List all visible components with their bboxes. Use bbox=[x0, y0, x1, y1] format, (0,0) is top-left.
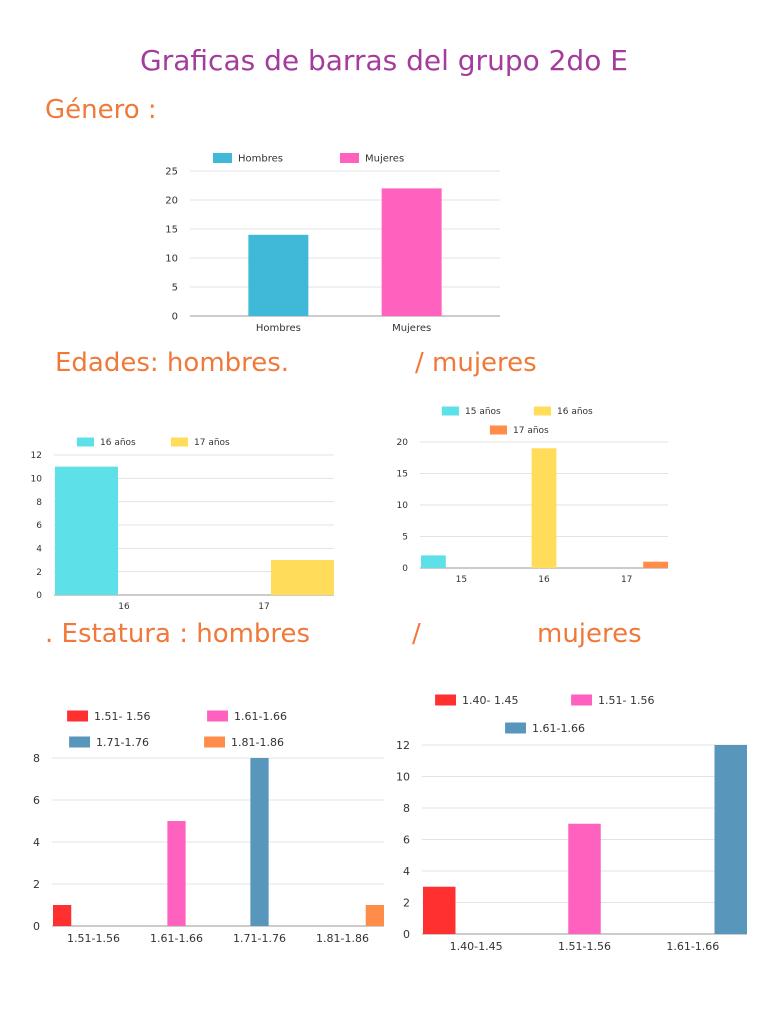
bar bbox=[365, 905, 384, 926]
x-tick-label: 15 bbox=[456, 575, 467, 585]
x-tick-label: 17 bbox=[258, 602, 269, 612]
legend-label: 1.61-1.66 bbox=[532, 722, 585, 735]
y-tick-label: 8 bbox=[33, 752, 40, 765]
x-tick-label: 1.61-1.66 bbox=[666, 940, 719, 953]
legend-swatch bbox=[571, 694, 592, 706]
y-tick-label: 0 bbox=[36, 591, 42, 601]
chart-estatura-mujeres: 0 2 4 6 8 10 12 1.40-1.45 1.51-1.56 1.61-1.66 1.40… bbox=[396, 694, 747, 953]
legend-label: 15 años bbox=[465, 407, 501, 417]
y-tick-label: 10 bbox=[396, 770, 410, 783]
heading-estatura-mujeres: mujeres bbox=[537, 619, 642, 649]
legend-swatch bbox=[533, 406, 551, 416]
legend-swatch bbox=[441, 406, 459, 416]
bar bbox=[53, 905, 72, 926]
bar bbox=[250, 758, 269, 926]
y-tick-label: 25 bbox=[165, 167, 178, 178]
legend-label: 17 años bbox=[513, 426, 549, 436]
x-tick-label: 1.81-1.86 bbox=[316, 932, 369, 945]
chart-estatura-hombres: 0 2 4 6 8 1.51-1.56 1.61-1.66 1.71-1.76 1.81-1.8… bbox=[33, 710, 384, 945]
legend-label: 16 años bbox=[557, 407, 593, 417]
legend-swatch bbox=[69, 736, 90, 748]
legend-label: 1.71-1.76 bbox=[96, 736, 149, 749]
y-tick-label: 6 bbox=[33, 794, 40, 807]
y-tick-label: 8 bbox=[36, 498, 42, 508]
y-tick-label: 10 bbox=[397, 501, 409, 511]
legend-swatch bbox=[207, 710, 228, 722]
x-tick-label: 1.40-1.45 bbox=[450, 940, 503, 953]
y-tick-label: 2 bbox=[403, 896, 410, 909]
legend-label: Hombres bbox=[238, 154, 283, 165]
heading-edades-hombres: Edades: hombres. bbox=[55, 348, 290, 378]
chart-edades-hombres: 0 2 4 6 8 10 12 16 17 16 años 17 años bbox=[31, 437, 334, 612]
y-tick-label: 5 bbox=[402, 533, 408, 543]
legend-label: 16 años bbox=[100, 438, 136, 448]
legend-swatch bbox=[505, 722, 526, 734]
legend-swatch bbox=[489, 425, 507, 435]
y-tick-label: 2 bbox=[36, 568, 42, 578]
y-tick-label: 4 bbox=[403, 865, 410, 878]
y-tick-label: 2 bbox=[33, 878, 40, 891]
legend-swatch bbox=[340, 153, 359, 163]
y-tick-label: 15 bbox=[165, 225, 178, 236]
legend-label: 17 años bbox=[194, 438, 230, 448]
legend-swatch bbox=[76, 437, 94, 447]
y-tick-label: 15 bbox=[397, 470, 408, 480]
y-tick-label: 0 bbox=[33, 920, 40, 933]
bar bbox=[421, 555, 446, 568]
bar bbox=[531, 448, 557, 568]
legend-swatch bbox=[204, 736, 225, 748]
y-tick-label: 20 bbox=[397, 438, 409, 448]
y-tick-label: 5 bbox=[172, 283, 178, 294]
x-tick-label: 1.51-1.56 bbox=[67, 932, 120, 945]
x-tick-label: Mujeres bbox=[392, 323, 431, 334]
legend-swatch bbox=[213, 153, 232, 163]
legend-swatch bbox=[170, 437, 188, 447]
legend-swatch bbox=[67, 710, 88, 722]
chart-edades-mujeres: 0 5 10 15 20 15 16 17 15 años 16 años 17 años bbox=[397, 406, 668, 585]
bar bbox=[423, 886, 456, 934]
legend-label: 1.51- 1.56 bbox=[94, 710, 150, 723]
heading-edades-mujeres: / mujeres bbox=[415, 348, 537, 378]
bar bbox=[248, 234, 309, 316]
y-tick-label: 4 bbox=[36, 544, 42, 554]
heading-genero: Género : bbox=[45, 95, 157, 125]
bar bbox=[167, 821, 186, 926]
y-tick-label: 0 bbox=[402, 564, 408, 574]
heading-estatura-hombres: . Estatura : hombres bbox=[45, 619, 311, 649]
bar bbox=[381, 188, 442, 316]
x-tick-label: 16 bbox=[538, 575, 550, 585]
y-tick-label: 0 bbox=[172, 312, 178, 323]
bar bbox=[568, 823, 601, 934]
heading-estatura-slash: / bbox=[412, 619, 421, 649]
bar bbox=[271, 560, 334, 595]
bar bbox=[643, 561, 668, 568]
bar bbox=[714, 745, 747, 934]
y-tick-label: 10 bbox=[165, 254, 178, 265]
y-tick-label: 8 bbox=[403, 802, 410, 815]
y-tick-label: 4 bbox=[33, 836, 40, 849]
legend-label: 1.81-1.86 bbox=[231, 736, 284, 749]
x-tick-label: 16 bbox=[118, 602, 130, 612]
page-title: Graficas de barras del grupo 2do E bbox=[140, 44, 628, 77]
y-tick-label: 0 bbox=[403, 928, 410, 941]
chart-genero: 0 5 10 15 20 25 Hombres Mujeres Hombres Mujeres bbox=[165, 153, 500, 334]
x-tick-label: 1.51-1.56 bbox=[558, 940, 611, 953]
legend-label: 1.61-1.66 bbox=[234, 710, 287, 723]
y-tick-label: 20 bbox=[165, 196, 178, 207]
bar bbox=[55, 466, 118, 595]
x-tick-label: 1.61-1.66 bbox=[150, 932, 203, 945]
legend-swatch bbox=[435, 694, 456, 706]
y-tick-label: 6 bbox=[36, 521, 42, 531]
x-tick-label: 17 bbox=[621, 575, 632, 585]
legend-label: Mujeres bbox=[365, 154, 404, 165]
y-tick-label: 10 bbox=[31, 474, 43, 484]
legend-label: 1.40- 1.45 bbox=[462, 694, 518, 707]
x-tick-label: 1.71-1.76 bbox=[233, 932, 286, 945]
x-tick-label: Hombres bbox=[256, 323, 301, 334]
y-tick-label: 12 bbox=[396, 739, 410, 752]
y-tick-label: 6 bbox=[403, 833, 410, 846]
legend-label: 1.51- 1.56 bbox=[598, 694, 654, 707]
y-tick-label: 12 bbox=[31, 451, 42, 461]
